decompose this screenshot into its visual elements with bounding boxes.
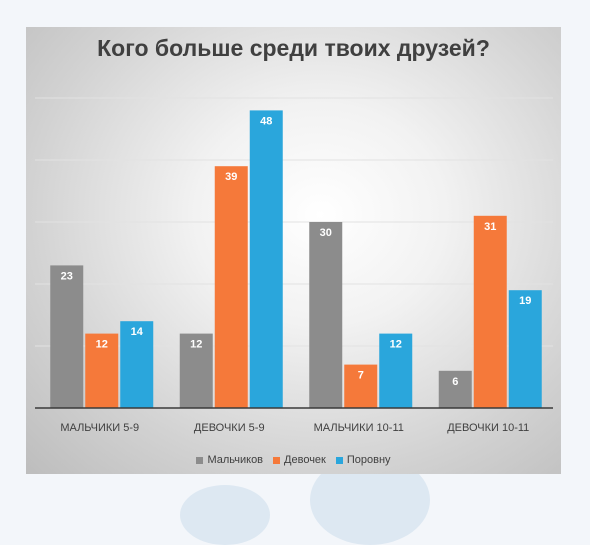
bar [249, 110, 283, 409]
data-label: 31 [484, 221, 496, 233]
legend-label: Мальчиков [207, 454, 264, 466]
data-label: 39 [225, 171, 237, 183]
chart-frame: Кого больше среди твоих друзей? 23 12 14 МА… [26, 27, 561, 474]
bar [50, 265, 84, 408]
bar [214, 166, 248, 408]
data-label: 12 [190, 339, 202, 351]
data-label: 19 [519, 295, 531, 307]
data-label: 12 [96, 339, 108, 351]
legend-item: Девочек [273, 454, 326, 466]
bar [309, 222, 343, 408]
chart-legend: Мальчиков Девочек Поровну [26, 454, 561, 466]
data-label: 12 [390, 339, 402, 351]
bar [120, 321, 154, 408]
data-label: 48 [260, 115, 272, 127]
category-label: ДЕВОЧКИ 5-9 [194, 422, 265, 434]
legend-label: Поровну [346, 454, 391, 466]
legend-label: Девочек [284, 454, 326, 466]
data-label: 6 [452, 376, 458, 388]
bar [344, 364, 378, 408]
legend-item: Мальчиков [196, 454, 263, 466]
bar [379, 333, 413, 408]
data-label: 23 [61, 270, 73, 282]
bar [179, 333, 213, 408]
bar [473, 215, 507, 408]
legend-swatch [273, 456, 281, 464]
data-label: 7 [358, 370, 364, 382]
background-blob [180, 485, 270, 545]
category-label: МАЛЬЧИКИ 5-9 [60, 422, 139, 434]
legend-swatch [335, 456, 343, 464]
legend-item: Поровну [335, 454, 391, 466]
data-label: 30 [320, 227, 332, 239]
bar-chart: 23 12 14 МАЛЬЧИКИ 5-9 12 39 48 ДЕВОЧКИ 5-9 30 7 12… [35, 97, 553, 434]
chart-title: Кого больше среди твоих друзей? [97, 35, 490, 61]
category-label: ДЕВОЧКИ 10-11 [447, 422, 529, 434]
bar [85, 333, 119, 408]
data-label: 14 [131, 326, 144, 338]
bar [438, 370, 472, 408]
legend-swatch [196, 456, 204, 464]
category-label: МАЛЬЧИКИ 10-11 [314, 422, 404, 434]
bar [508, 290, 542, 408]
